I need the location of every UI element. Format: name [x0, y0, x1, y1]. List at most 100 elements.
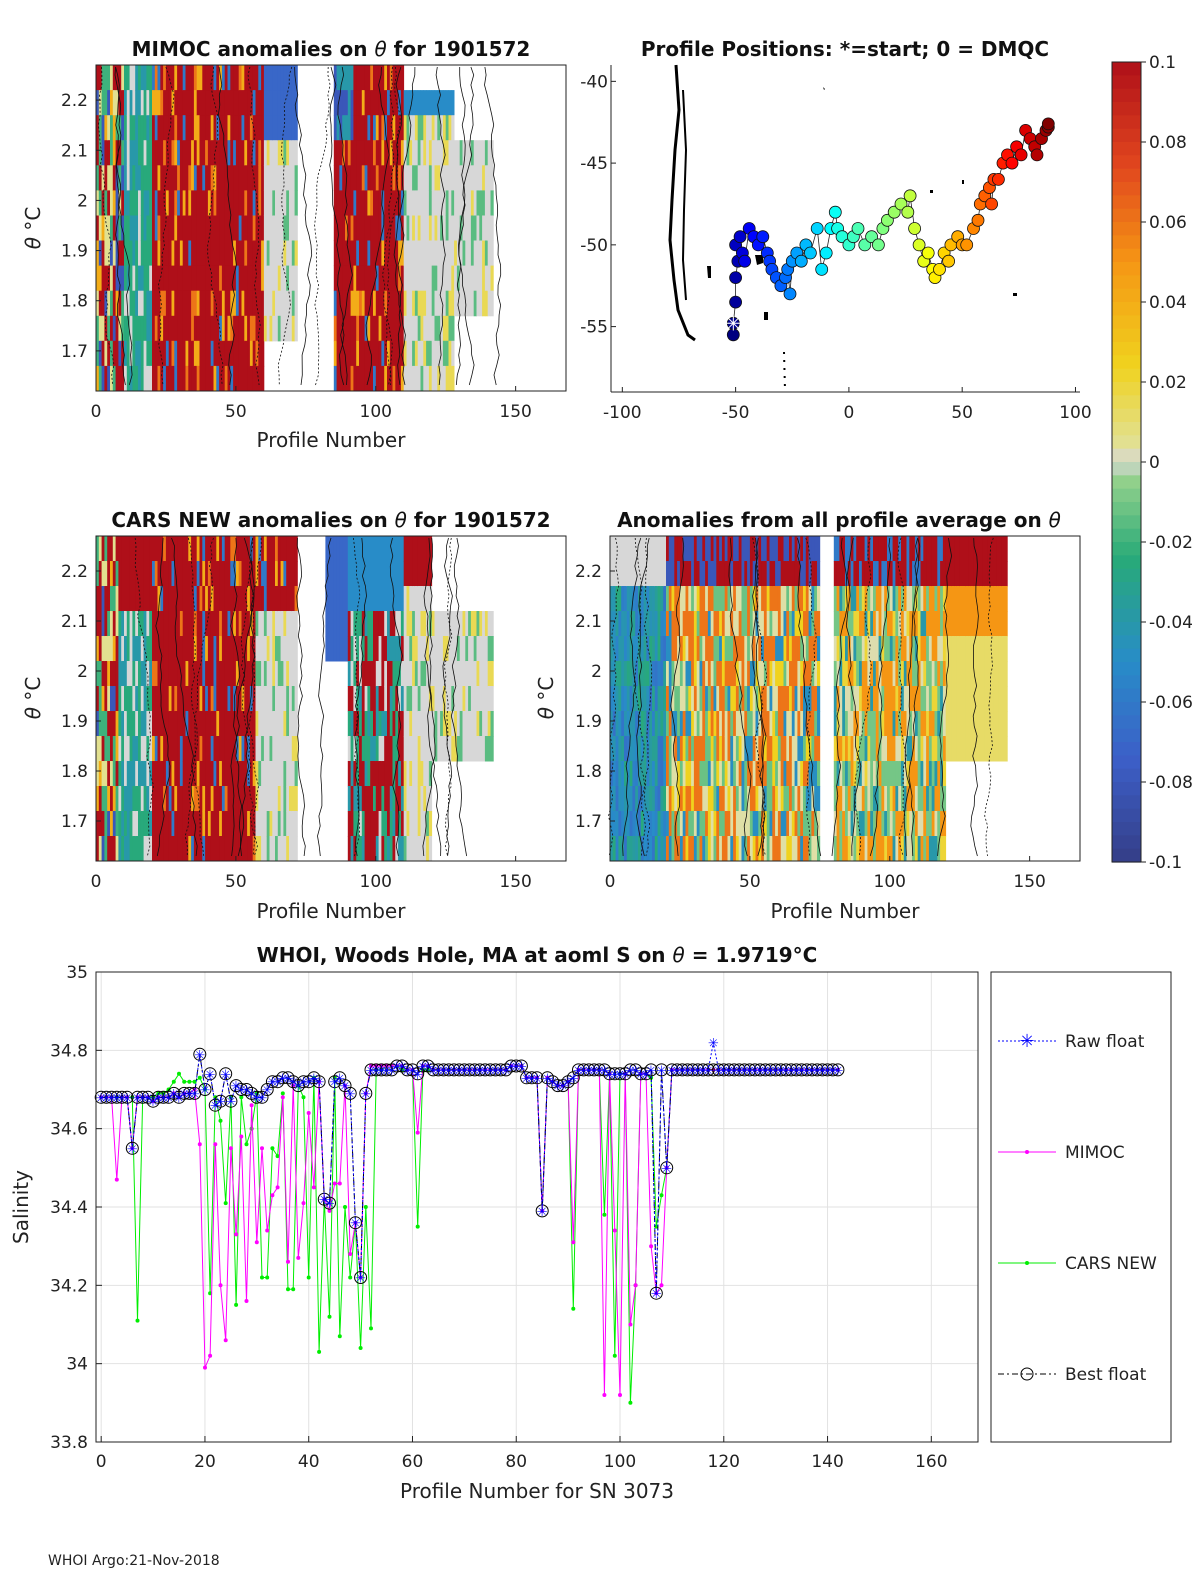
heatmap-cell: [216, 636, 220, 662]
heatmap-cell: [207, 115, 212, 141]
heatmap-cell: [679, 611, 684, 637]
heatmap-cell: [275, 165, 279, 191]
heatmap-cell: [272, 811, 276, 837]
heatmap-cell: [370, 736, 374, 762]
heatmap-cell: [244, 661, 248, 687]
heatmap-cell: [465, 711, 469, 737]
heatmap-cell: [931, 636, 935, 662]
heatmap-cell: [124, 686, 128, 712]
heatmap-cell: [107, 661, 111, 687]
heatmap-cell: [431, 736, 435, 762]
heatmap-cell: [115, 661, 119, 687]
heatmap-cell: [833, 711, 837, 737]
heatmap-cell: [275, 561, 279, 587]
heatmap-cell: [286, 661, 290, 687]
heatmap-cell: [241, 536, 245, 562]
heatmap-cell: [132, 811, 136, 837]
heatmap-cell: [626, 686, 630, 712]
heatmap-cell: [138, 636, 142, 662]
heatmap-cell: [666, 736, 670, 762]
heatmap-cell: [140, 836, 144, 862]
heatmap-cell: [118, 636, 122, 662]
colorbar-tick-label: 0.06: [1149, 213, 1187, 233]
heatmap-cell: [333, 115, 337, 141]
heatmap-cell: [679, 836, 684, 862]
heatmap-cell: [160, 736, 164, 762]
heatmap-cell: [948, 586, 952, 612]
heatmap-cell: [423, 340, 427, 367]
heatmap-cell: [454, 290, 458, 317]
heatmap-cell: [353, 315, 357, 342]
contour-line: [134, 537, 155, 857]
heatmap-cell: [414, 561, 419, 587]
heatmap-cell: [727, 536, 731, 562]
contour-line: [187, 537, 205, 857]
heatmap-cell: [233, 90, 237, 116]
heatmap-cell: [959, 686, 963, 712]
position-point: [1041, 117, 1055, 131]
heatmap-cell: [786, 736, 790, 762]
heatmap-cell: [426, 686, 430, 712]
position-point: [729, 295, 742, 309]
heatmap-cell: [121, 586, 125, 612]
heatmap-cell: [906, 786, 910, 812]
heatmap-cell: [384, 290, 388, 317]
heatmap-cell: [696, 811, 700, 837]
heatmap-cell: [252, 536, 256, 562]
heatmap-cell: [143, 561, 147, 587]
heatmap-cell: [157, 115, 161, 141]
heatmap-cell: [392, 736, 396, 762]
heatmap-cell: [110, 811, 114, 837]
heatmap-cell: [165, 115, 170, 141]
heatmap-cell: [643, 686, 647, 712]
heatmap-cell: [730, 536, 734, 562]
heatmap-cell: [618, 811, 622, 837]
heatmap-cell: [191, 811, 195, 837]
heatmap-cell: [216, 561, 220, 587]
heatmap-cell: [182, 290, 186, 317]
heatmap-cell: [705, 661, 709, 687]
heatmap-cell: [884, 786, 888, 812]
heatmap-cell: [716, 661, 720, 687]
y-tick-label: 2: [77, 191, 88, 211]
heatmap-cell: [699, 536, 703, 562]
heatmap-cell: [126, 315, 130, 342]
heatmap-cell: [294, 686, 298, 712]
heatmap-cell: [233, 115, 237, 141]
heatmap-cell: [135, 140, 139, 166]
heatmap-cell: [733, 686, 737, 712]
heatmap-cell: [235, 190, 240, 216]
heatmap-cell: [342, 190, 346, 216]
heatmap-cell: [373, 65, 377, 91]
heatmap-cell: [791, 786, 795, 812]
heatmap-cell: [707, 536, 712, 562]
heatmap-cell: [356, 611, 360, 637]
heatmap-cell: [993, 586, 997, 612]
heatmap-cell: [733, 786, 737, 812]
colorbar-swatch: [1112, 568, 1141, 583]
heatmap-cell: [845, 736, 849, 762]
heatmap-cell: [350, 686, 354, 712]
y-tick-label: 1.7: [61, 342, 88, 362]
heatmap-cell: [241, 90, 245, 116]
heatmap-cell: [196, 736, 200, 762]
heatmap-cell: [735, 536, 740, 562]
heatmap-cell: [104, 636, 108, 662]
heatmap-cell: [107, 90, 111, 116]
heatmap-cell: [889, 686, 893, 712]
heatmap-cell: [426, 761, 430, 787]
heatmap-cell: [378, 290, 382, 317]
heatmap-cell: [238, 811, 242, 837]
heatmap-cell: [649, 736, 653, 762]
heatmap-cell: [275, 190, 279, 216]
heatmap-cell: [682, 611, 686, 637]
heatmap-cell: [350, 586, 354, 612]
heatmap-cell: [213, 586, 217, 612]
heatmap-cell: [990, 736, 994, 762]
heatmap-cell: [375, 115, 379, 141]
heatmap-cell: [490, 711, 494, 737]
heatmap-cell: [263, 265, 268, 292]
heatmap-cell: [395, 240, 399, 267]
heatmap-cell: [342, 165, 346, 191]
